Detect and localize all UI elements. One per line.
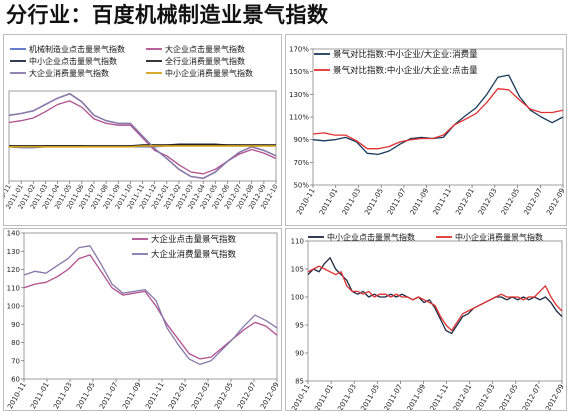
chart-top-right: 50%70%90%110%130%150%170%2010-11 2011-01 2…: [289, 46, 566, 217]
y-tick-label: 110: [7, 284, 20, 292]
x-tick-label: 2011-03: [341, 187, 363, 216]
x-tick-label: 2011-05: [359, 383, 381, 410]
legend-label: 大企业点击量景气指数: [165, 44, 245, 54]
x-tick-label: 2012-07: [522, 187, 544, 216]
x-tick-label: 2012-03: [477, 187, 499, 216]
series-line-5: [8, 92, 277, 180]
series-line-4: [9, 144, 276, 147]
chart-panel-top-right: 50% 70% 90% 110% 130% 150% 170% 2010-11 2011-01 2…: [285, 34, 567, 226]
y-tick-label: 130: [7, 248, 20, 256]
x-tick-label: 2010-11: [6, 381, 28, 410]
legend-label: 中小企业消费量景气指数: [165, 68, 253, 78]
x-tick-label: 2011-09: [121, 381, 143, 410]
legend-label: 大企业点击量景气指数: [151, 234, 237, 245]
y-tick-label: 110%: [289, 114, 309, 122]
x-tick-label: 2012-05: [500, 187, 522, 216]
x-tick-label: 2012-07: [521, 383, 543, 410]
x-tick-label: 2012-05: [213, 381, 235, 410]
series-line-2: [23, 245, 278, 366]
x-tick-label: 2012-01: [452, 383, 474, 410]
x-tick-label: 2012-01: [167, 381, 189, 410]
series-line-1: [307, 257, 563, 335]
y-tick-label: 70%: [293, 159, 309, 167]
legend-label: 中小企业点击量景气指数: [29, 56, 117, 66]
y-tick-label: 90: [11, 321, 20, 329]
x-tick-label: 2012-03: [475, 383, 497, 410]
x-tick-label: 2011-11: [144, 381, 166, 410]
x-tick-label: 2011-03: [336, 383, 358, 410]
y-tick-label: 70: [11, 357, 20, 365]
y-tick-label: 80: [11, 339, 20, 347]
x-tick-label: 2012-07: [236, 381, 258, 410]
chart-panel-top-left: 2010-11 2011-01 2011-02 2011-03 2011-04 2011-…: [3, 34, 282, 226]
legend-label: 大企业消费量景气指数: [151, 249, 237, 260]
x-tick-label: 2012-05: [498, 383, 520, 410]
x-tick-label: 2010-11: [295, 187, 317, 216]
legend-label: 中小企业点击量景气指数: [327, 232, 415, 242]
x-tick-label: 2011-01: [318, 187, 340, 216]
y-tick-label: 95: [295, 322, 304, 330]
plot-area: [307, 240, 563, 382]
y-tick-label: 90: [295, 350, 304, 358]
legend-label: 中小企业消费量景气指数: [455, 232, 543, 242]
y-tick-label: 140: [7, 230, 20, 238]
y-tick-label: 150%: [289, 68, 309, 76]
x-tick-label: 2011-11: [429, 383, 451, 410]
y-tick-label: 100: [291, 294, 304, 302]
y-tick-label: 50%: [293, 182, 309, 190]
y-tick-label: 60: [11, 376, 20, 384]
x-tick-label: 2012-09: [545, 187, 566, 216]
legend-label: 机械制造业点击量景气指数: [29, 44, 125, 54]
series-line-2: [8, 100, 277, 175]
x-tick-label: 2012-09: [544, 383, 566, 410]
x-tick-label: 2011-01: [313, 383, 335, 410]
chart-panel-bottom-left: 60 70 80 90 100 110 120 130 140 2010-11 2011-01 201…: [3, 228, 282, 411]
y-tick-label: 130%: [289, 91, 309, 99]
series-line-1: [312, 74, 564, 156]
y-tick-label: 90%: [293, 136, 309, 144]
y-tick-label: 105: [291, 266, 304, 274]
chart-top-left: 2010-112011-012011-022011-032011-042011-…: [4, 44, 280, 211]
x-tick-label: 2011-07: [386, 187, 408, 216]
x-tick-label: 2011-09: [409, 187, 431, 216]
y-tick-label: 110: [291, 238, 304, 246]
y-tick-label: 170%: [289, 46, 309, 54]
series-line-1: [23, 254, 278, 360]
legend-label: 景气对比指数:中小企业/大企业:消费量: [333, 49, 478, 60]
y-tick-label: 85: [295, 378, 304, 386]
chart-panel-bottom-right: 85 90 95 100 105 110 2010-11 2011-01 2011-03 2011…: [285, 228, 567, 411]
legend-label: 景气对比指数:中小企业/大企业:点击量: [333, 65, 478, 76]
legend-label: 大企业消费量景气指数: [29, 68, 109, 78]
x-tick-label: 2011-03: [52, 381, 74, 410]
series-line-6: [9, 145, 276, 148]
x-tick-label: 2012-01: [454, 187, 476, 216]
x-tick-label: 2011-07: [98, 381, 120, 410]
x-tick-label: 2011-05: [75, 381, 97, 410]
x-tick-label: 2011-09: [406, 383, 428, 410]
x-tick-label: 2012-09: [259, 381, 281, 410]
series-line-2: [307, 265, 563, 332]
page-title: 分行业：百度机械制造业景气指数: [6, 3, 329, 27]
x-tick-label: 2011-05: [363, 187, 385, 216]
x-tick-label: 2011-01: [29, 381, 51, 410]
legend-label: 全行业消费量景气指数: [165, 56, 245, 66]
x-tick-label: 2011-11: [432, 187, 454, 216]
series-line-2: [312, 88, 564, 150]
x-tick-label: 2011-07: [383, 383, 405, 410]
x-tick-label: 2012-03: [190, 381, 212, 410]
y-tick-label: 120: [7, 266, 20, 274]
y-tick-label: 100: [7, 303, 20, 311]
x-tick-label: 2010-11: [290, 383, 312, 410]
